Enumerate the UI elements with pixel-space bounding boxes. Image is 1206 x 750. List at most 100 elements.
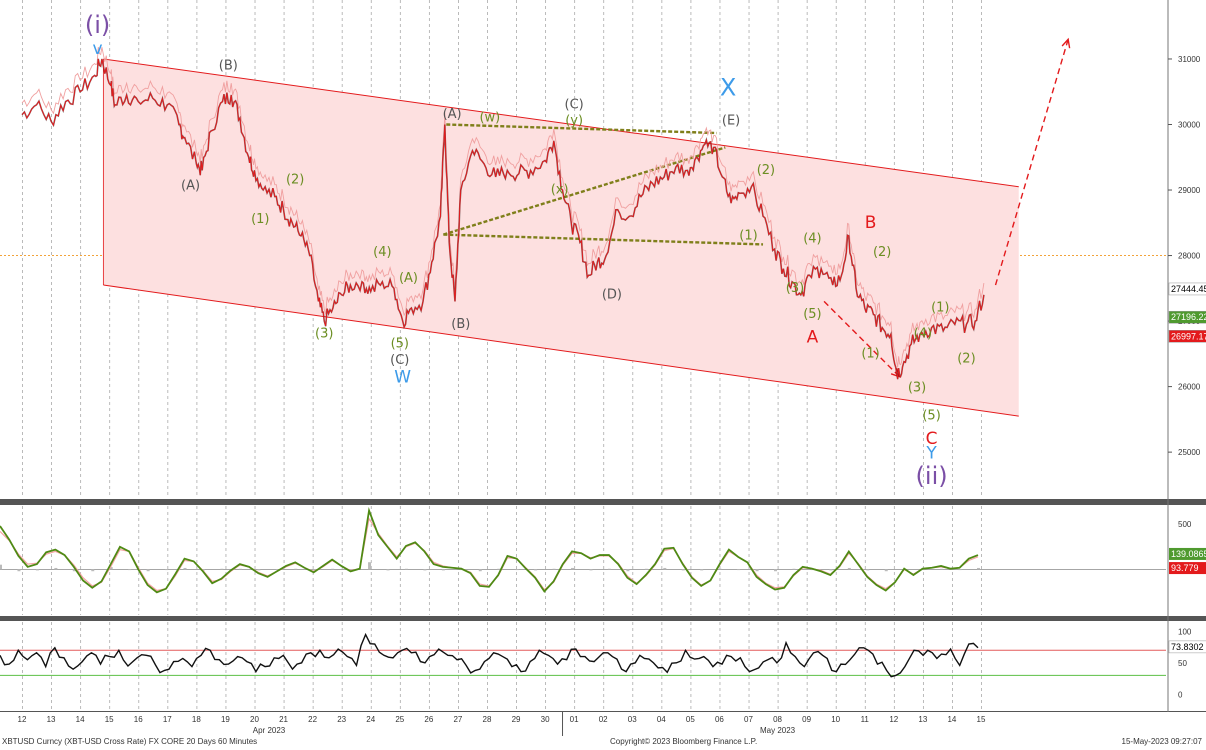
day-label: 25 <box>395 715 404 724</box>
cci-histogram-bar <box>404 568 408 570</box>
panel-separator <box>0 616 1206 621</box>
day-label: 29 <box>512 715 521 724</box>
cci-histogram-bar <box>478 569 482 572</box>
footer-copyright: Copyright© 2023 Bloomberg Finance L.P. <box>610 737 758 746</box>
wave-overlay-line <box>446 123 717 135</box>
cci-histogram-bar <box>866 569 870 571</box>
day-label: 12 <box>889 715 898 724</box>
day-label: 15 <box>105 715 114 724</box>
month-label: Apr 2023 <box>253 726 286 735</box>
day-label: 20 <box>250 715 259 724</box>
day-label: 08 <box>773 715 782 724</box>
cci-histogram-bar <box>386 569 390 571</box>
price-tick-label: 29000 <box>1178 186 1201 195</box>
cci-histogram-bar <box>534 569 538 571</box>
price-label: 27196.22 <box>1171 312 1206 322</box>
cci-histogram-bar <box>238 568 242 570</box>
day-label: 14 <box>76 715 85 724</box>
cci-histogram-bar <box>275 569 279 571</box>
wave-label: (A) <box>181 179 200 194</box>
wave-label: (5) <box>922 409 940 424</box>
wave-label: (1) <box>931 300 949 315</box>
wave-label: (C) <box>390 353 409 368</box>
wave-label: (2) <box>286 173 304 188</box>
wave-label: (2) <box>957 352 975 367</box>
cci-histogram-bar <box>128 569 132 571</box>
wave-overlay-line <box>994 39 1069 286</box>
cci-histogram-bar <box>829 569 833 571</box>
rsi-line <box>0 632 979 678</box>
day-label: 14 <box>947 715 956 724</box>
cci-histogram-bar <box>977 567 980 570</box>
cci-value-label: 93.779 <box>1171 563 1199 573</box>
wave-label: (B) <box>451 317 470 332</box>
rsi-value-label: 73.8302 <box>1171 642 1204 652</box>
cci-histogram-bar <box>774 569 778 572</box>
wave-label: (w) <box>479 110 500 125</box>
day-label: 21 <box>279 715 288 724</box>
day-label: 23 <box>337 715 346 724</box>
cci-histogram-bar <box>497 568 501 570</box>
day-label: 18 <box>192 715 201 724</box>
cci-histogram-bar <box>257 569 261 571</box>
wave-label: (1) <box>739 228 757 243</box>
day-label: 05 <box>686 715 695 724</box>
wave-label: v <box>93 39 103 59</box>
wave-label: Y <box>925 443 937 463</box>
cci-histogram-bar <box>165 569 169 571</box>
chart-background <box>0 0 1206 712</box>
wave-overlay-lines <box>443 37 1071 378</box>
day-label: 09 <box>802 715 811 724</box>
cci-value-box <box>1169 562 1206 575</box>
cci-histogram-bar <box>571 567 575 570</box>
cci-histogram-bar <box>792 568 796 570</box>
day-label: 13 <box>918 715 927 724</box>
price-tick-label: 30000 <box>1178 121 1201 130</box>
cci-histogram-bar <box>312 569 316 571</box>
rsi-tick-label: 0 <box>1178 690 1183 699</box>
cci-value-box <box>1169 547 1206 560</box>
day-label: 30 <box>541 715 550 724</box>
rsi-value-box <box>1168 640 1206 654</box>
wave-label: (A) <box>399 271 418 286</box>
wave-label: (1) <box>861 346 879 361</box>
price-moving-average <box>21 47 985 368</box>
day-label: 12 <box>18 715 27 724</box>
day-label: 27 <box>453 715 462 724</box>
day-label: 07 <box>744 715 753 724</box>
wave-label: (3) <box>908 380 926 395</box>
wave-label: (C) <box>565 97 584 112</box>
wave-label: (5) <box>391 337 409 352</box>
cci-histogram-bar <box>755 569 759 572</box>
cci-histogram-bar <box>810 569 814 571</box>
price-label-box <box>1168 330 1206 343</box>
cci-histogram-bar <box>884 569 888 572</box>
day-label: 13 <box>47 715 56 724</box>
wave-label: (1) <box>251 212 269 227</box>
cci-line <box>0 507 979 594</box>
wave-label: (4) <box>914 327 932 342</box>
channel-upper-line <box>103 58 1019 188</box>
price-label-box <box>1168 310 1206 324</box>
cci-histogram-bar <box>17 569 21 572</box>
chart-gridlines <box>0 0 1166 710</box>
wave-label: (4) <box>373 245 391 260</box>
wave-label: (B) <box>219 59 238 74</box>
cci-histogram-bar <box>700 569 704 571</box>
rsi-indicator-panel: 0 50 100 73.8302 <box>0 627 1206 699</box>
wave-label: (A) <box>443 107 462 122</box>
rsi-tick-label: 100 <box>1178 627 1192 636</box>
wave-label: A <box>807 327 819 347</box>
cci-histogram-bar <box>626 569 630 572</box>
day-label: 22 <box>308 715 317 724</box>
wave-label: B <box>865 213 877 233</box>
cci-histogram-bar <box>220 568 224 570</box>
cci-histogram-bar <box>0 564 2 570</box>
cci-histogram-bar <box>368 562 372 570</box>
price-label-box <box>1168 282 1206 296</box>
day-label: 19 <box>221 715 230 724</box>
price-label: 26997.17 <box>1171 331 1206 341</box>
cci-line <box>0 517 979 592</box>
